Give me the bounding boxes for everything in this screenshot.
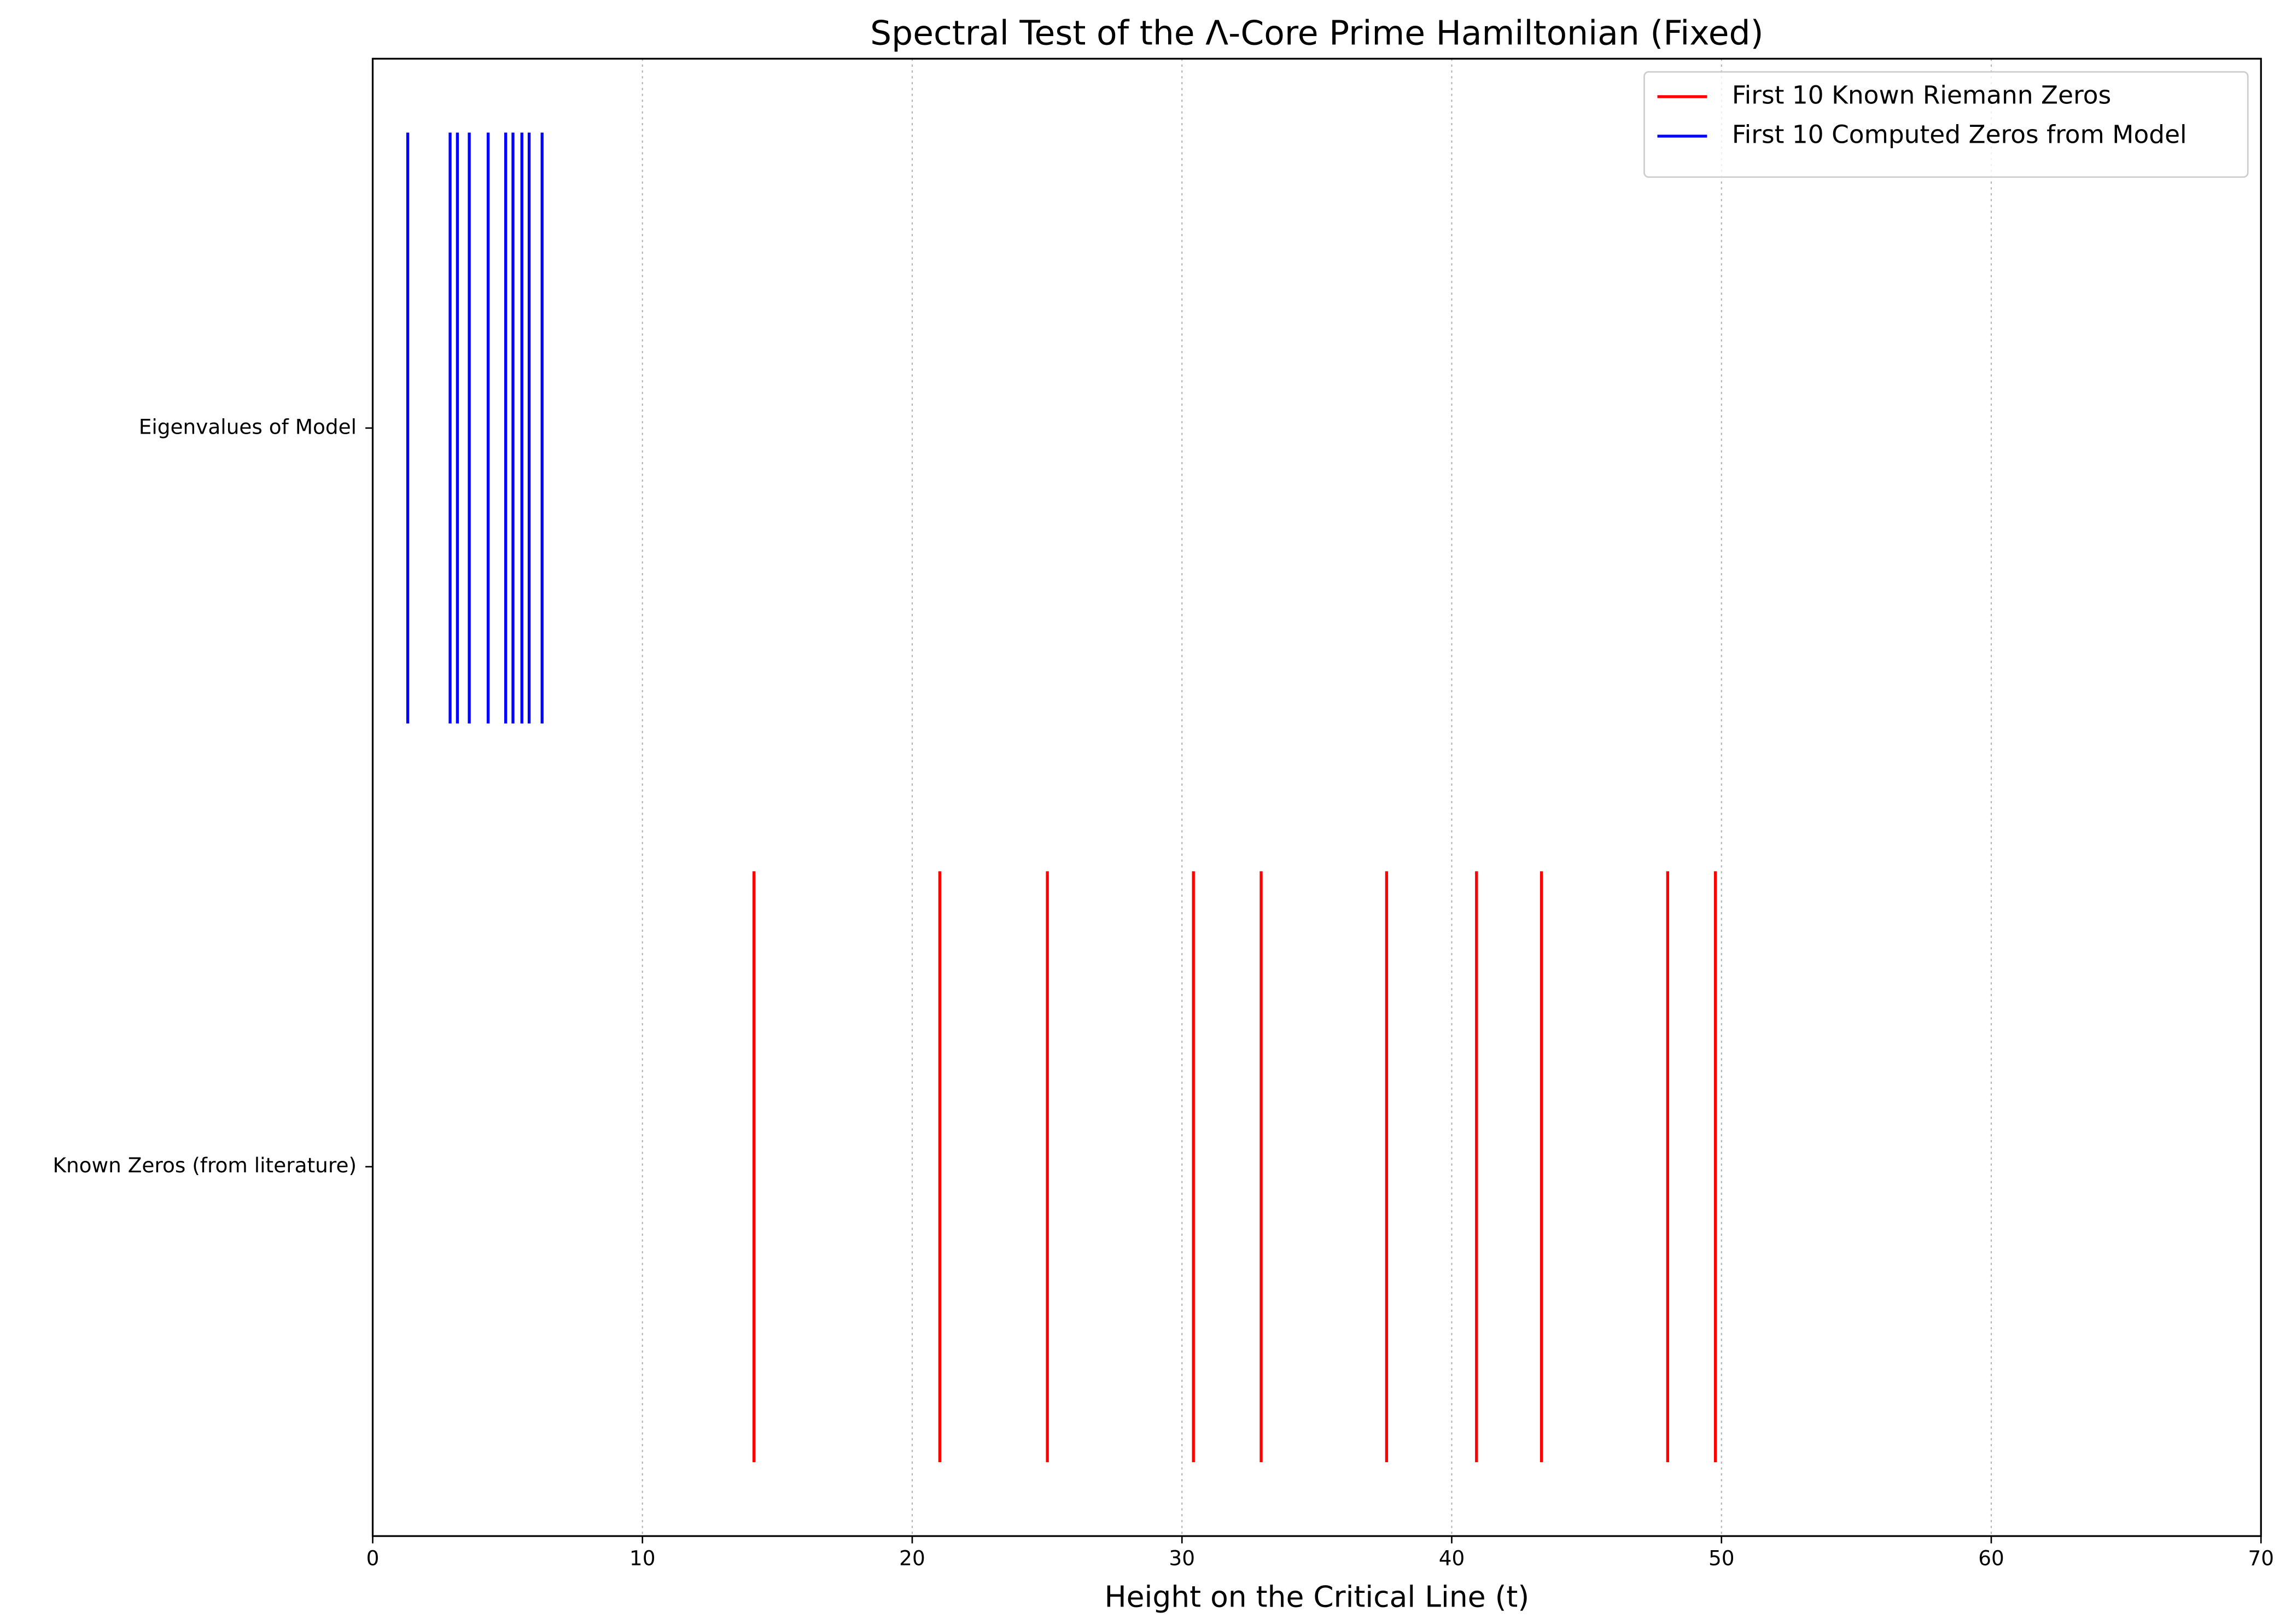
x-axis-label: Height on the Critical Line (t) (1104, 1580, 1529, 1614)
legend: First 10 Known Riemann Zeros First 10 Com… (1643, 71, 2249, 178)
x-tick-label: 10 (629, 1546, 656, 1570)
x-tick-label: 20 (899, 1546, 925, 1570)
x-tick-label: 70 (2248, 1546, 2274, 1570)
x-tick-label: 40 (1439, 1546, 1465, 1570)
legend-label: First 10 Computed Zeros from Model (1732, 120, 2187, 149)
y-tick-label: Eigenvalues of Model (139, 414, 357, 439)
chart-title: Spectral Test of the Λ-Core Prime Hamilt… (870, 14, 1763, 53)
y-tick-label: Known Zeros (from literature) (53, 1153, 357, 1177)
x-tick-label: 50 (1708, 1546, 1735, 1570)
x-tick-label: 0 (366, 1546, 380, 1570)
plot-frame (371, 57, 2262, 1537)
legend-box (1643, 71, 2249, 178)
legend-label: First 10 Known Riemann Zeros (1732, 80, 2111, 109)
x-tick-label: 30 (1169, 1546, 1195, 1570)
x-tick-label: 60 (1978, 1546, 2004, 1570)
